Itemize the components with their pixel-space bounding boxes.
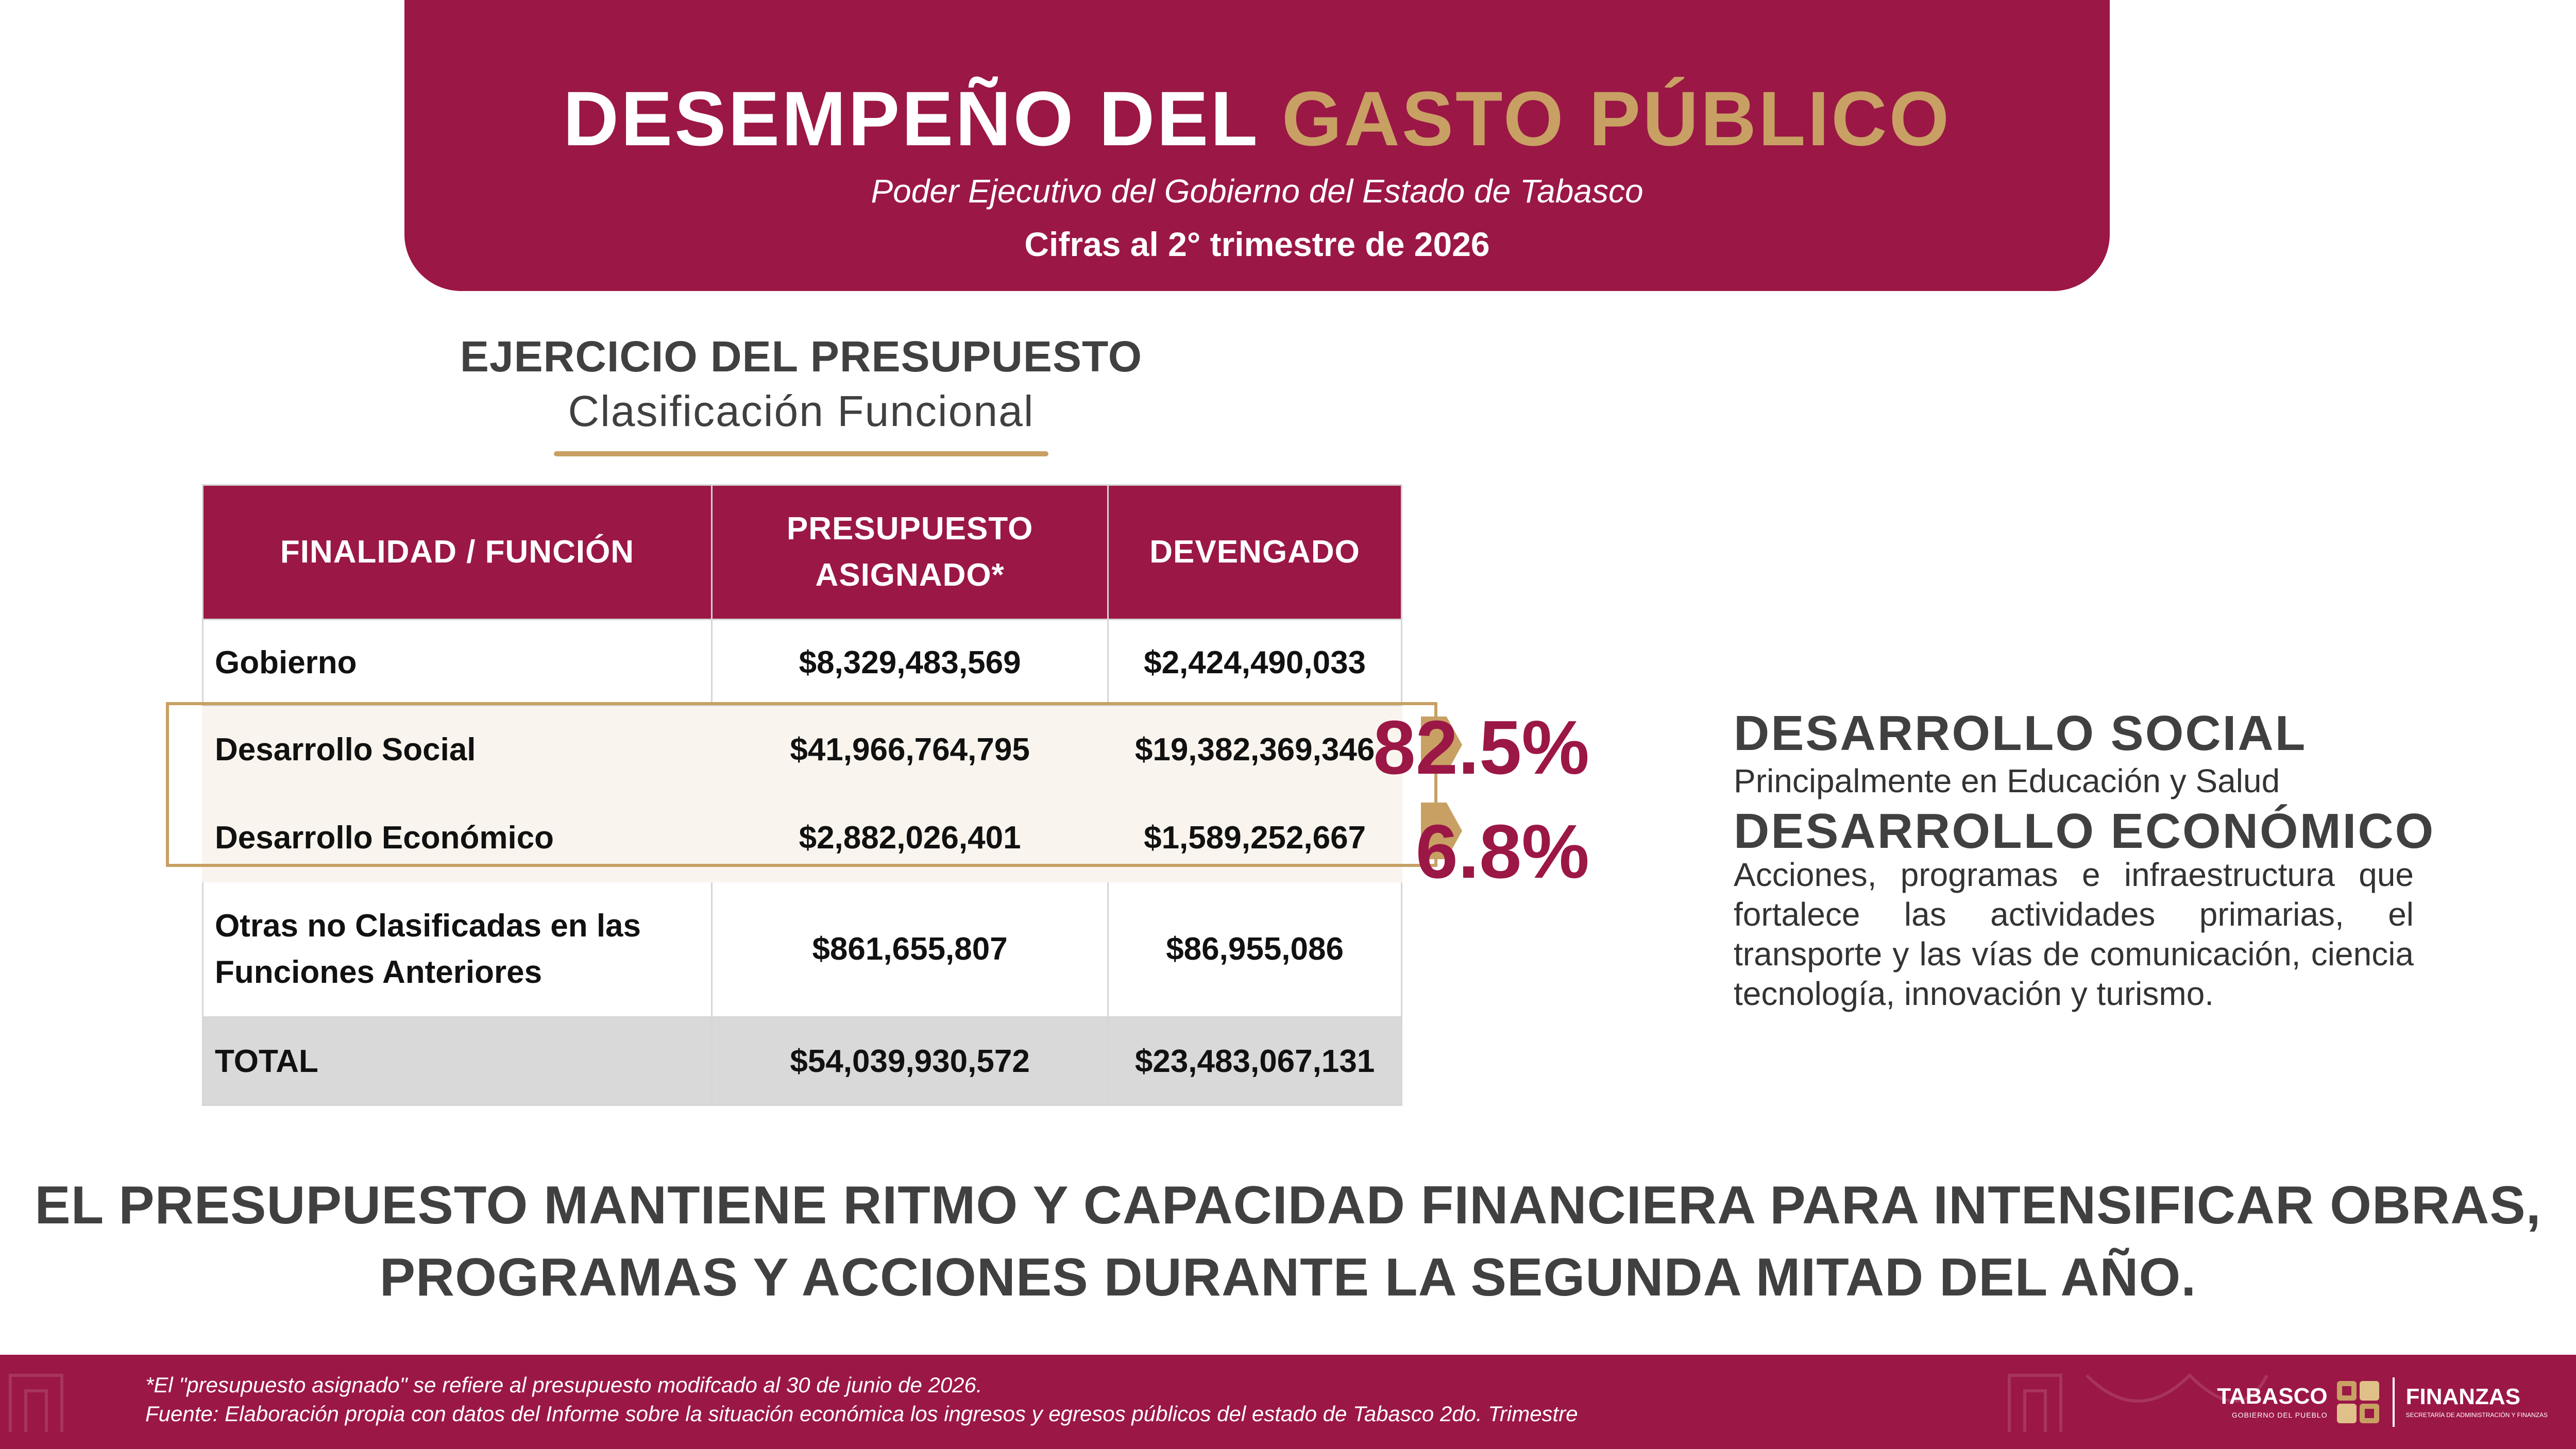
title-part-1: DESEMPEÑO DEL <box>563 75 1282 162</box>
stat-percent: 82.5% <box>1373 705 1589 790</box>
source-note: Fuente: Elaboración propia con datos del… <box>145 1402 1578 1426</box>
tabasco-logo-sub: GOBIERNO DEL PUEBLO <box>2231 1411 2328 1419</box>
highlight-frame <box>166 702 1437 867</box>
row-devengado: $19,382,369,346 <box>1107 705 1402 794</box>
stat-description: Principalmente en Educación y Salud <box>1734 762 2280 799</box>
row-asignado: $54,039,930,572 <box>710 1016 1109 1106</box>
footnote: *El "presupuesto asignado" se refiere al… <box>145 1373 982 1397</box>
row-asignado: $2,882,026,401 <box>710 793 1109 882</box>
row-label: Desarrollo Social <box>202 705 713 794</box>
finanzas-logo: FINANZAS SECRETARÍA DE ADMINISTRACIÓN Y … <box>2405 1384 2548 1419</box>
row-devengado: $23,483,067,131 <box>1107 1016 1402 1106</box>
finanzas-logo-sub: SECRETARÍA DE ADMINISTRACIÓN Y FINANZAS <box>2405 1411 2548 1419</box>
stat-percent: 6.8% <box>1415 809 1589 894</box>
column-header-asignado: PRESUPUESTO ASIGNADO* <box>710 484 1109 620</box>
logos: TABASCO GOBIERNO DEL PUEBLO FINANZAS SEC… <box>2217 1376 2548 1428</box>
stat-description: Acciones, programas e infraestructura qu… <box>1734 856 2414 1012</box>
key-message: EL PRESUPUESTO MANTIENE RITMO Y CAPACIDA… <box>35 1175 2541 1307</box>
row-label: TOTAL <box>202 1016 713 1106</box>
row-label: Otras no Clasificadas en las Funciones A… <box>202 881 713 1018</box>
finanzas-logo-text: FINANZAS <box>2405 1384 2521 1409</box>
period-label: Cifras al 2° trimestre de 2026 <box>1024 225 1490 263</box>
row-devengado: $1,589,252,667 <box>1107 793 1402 882</box>
table-row: Otras no Clasificadas en las Funciones A… <box>202 881 1402 1018</box>
stat-title: DESARROLLO ECONÓMICO <box>1734 804 2435 859</box>
section-title: EJERCICIO DEL PRESUPUESTO <box>460 332 1143 381</box>
table-row: Desarrollo Económico $2,882,026,401 $1,5… <box>202 793 1402 882</box>
section-header: EJERCICIO DEL PRESUPUESTO Clasificación … <box>361 335 1242 456</box>
section-subtitle: Clasificación Funcional <box>568 387 1035 435</box>
page-title: DESEMPEÑO DEL GASTO PÚBLICO <box>563 80 1952 157</box>
row-devengado: $2,424,490,033 <box>1107 619 1402 706</box>
stat-title: DESARROLLO SOCIAL <box>1734 706 2307 761</box>
footer-bar: *El "presupuesto asignado" se refiere al… <box>0 1355 2576 1449</box>
table-row: Gobierno $8,329,483,569 $2,424,490,033 <box>202 619 1402 706</box>
row-label: Desarrollo Económico <box>202 793 713 882</box>
tabasco-logo-text: TABASCO <box>2217 1384 2328 1409</box>
column-header-funcion: FINALIDAD / FUNCIÓN <box>202 484 713 620</box>
header-banner: DESEMPEÑO DEL GASTO PÚBLICO Poder Ejecut… <box>404 0 2110 291</box>
row-label: Gobierno <box>202 619 713 706</box>
row-asignado: $41,966,764,795 <box>710 705 1109 794</box>
logo-separator <box>2392 1377 2395 1427</box>
row-asignado: $861,655,807 <box>710 881 1109 1018</box>
budget-table: FINALIDAD / FUNCIÓN PRESUPUESTO ASIGNADO… <box>202 484 1402 1106</box>
section-divider <box>554 451 1048 456</box>
table-total-row: TOTAL $54,039,930,572 $23,483,067,131 <box>202 1016 1402 1106</box>
table-row: Desarrollo Social $41,966,764,795 $19,38… <box>202 705 1402 794</box>
tabasco-emblem-icon <box>2336 1381 2379 1423</box>
row-devengado: $86,955,086 <box>1107 881 1402 1018</box>
row-asignado: $8,329,483,569 <box>710 619 1109 706</box>
column-header-devengado: DEVENGADO <box>1107 484 1402 620</box>
tabasco-logo: TABASCO GOBIERNO DEL PUEBLO <box>2217 1384 2328 1420</box>
table-header-row: FINALIDAD / FUNCIÓN PRESUPUESTO ASIGNADO… <box>202 484 1402 620</box>
page-subtitle: Poder Ejecutivo del Gobierno del Estado … <box>871 173 1643 210</box>
footer-pattern <box>9 1373 2268 1432</box>
title-part-2: GASTO PÚBLICO <box>1281 75 1952 162</box>
